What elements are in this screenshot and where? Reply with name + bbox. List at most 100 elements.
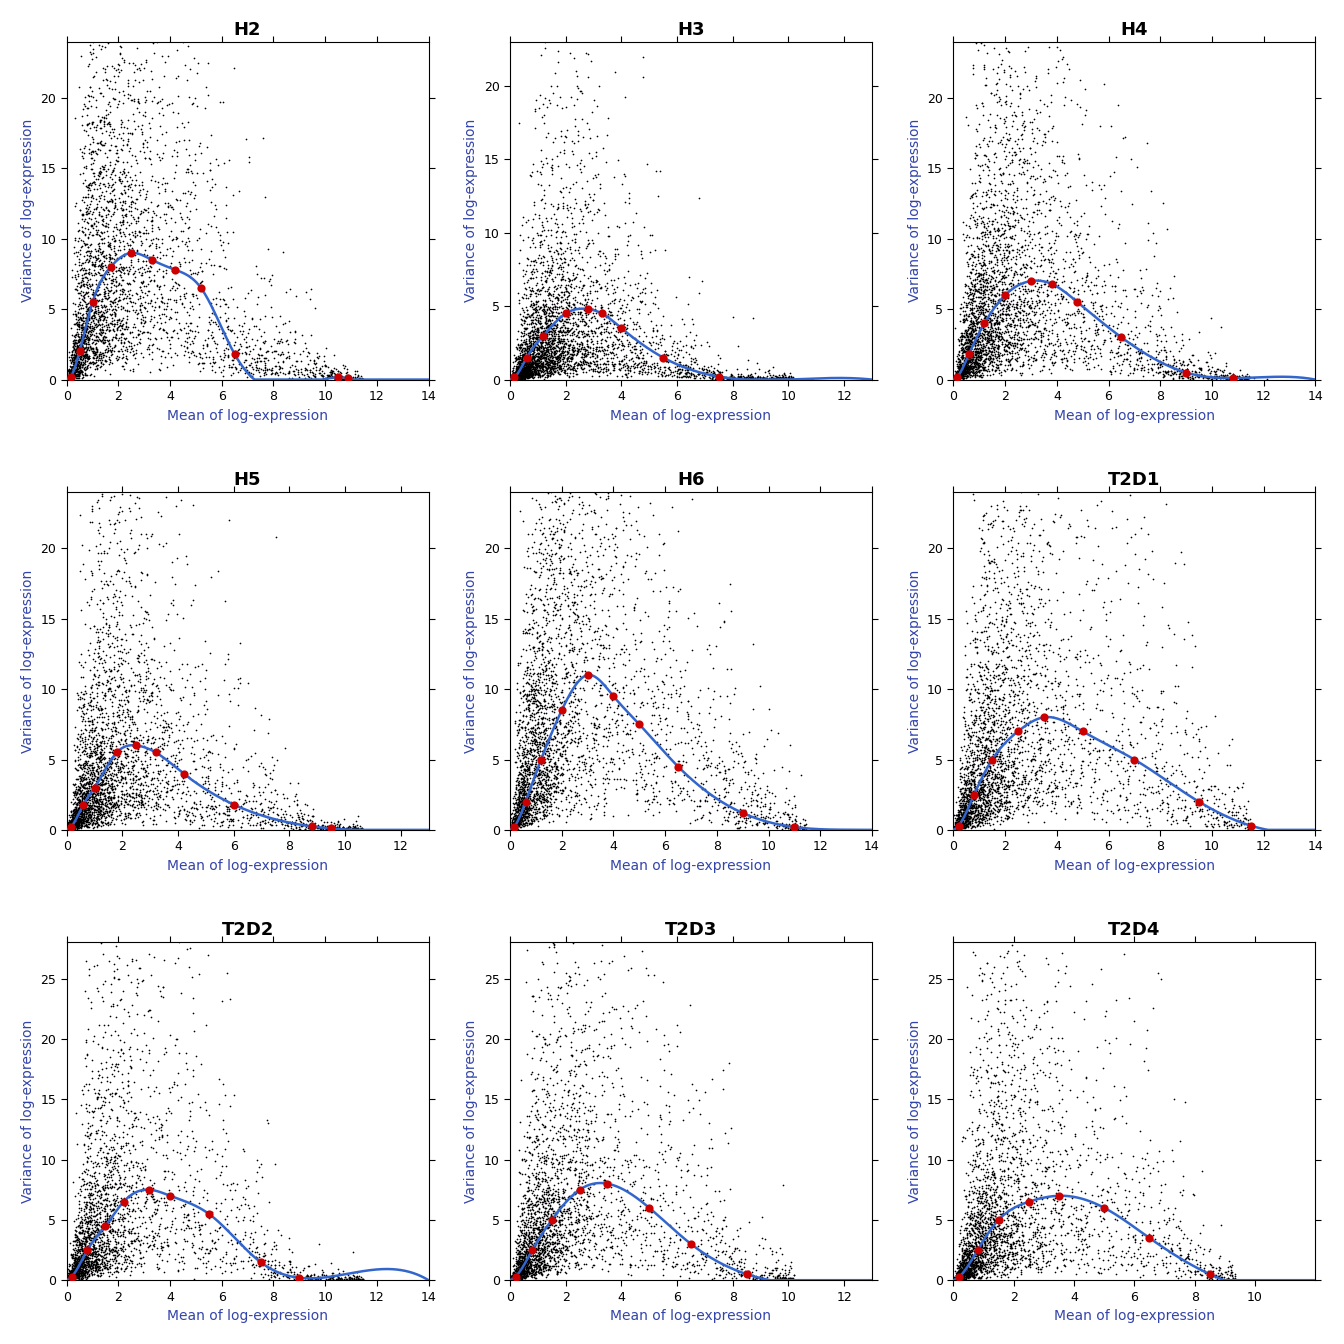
Point (964, 1220, 985, 1242)
Point (185, 798, 207, 820)
Point (86, 179, 108, 200)
Point (539, 669, 560, 691)
Point (628, 1148, 649, 1169)
Point (501, 817, 523, 839)
Point (183, 341, 204, 363)
Point (259, 1254, 281, 1275)
Point (599, 54, 621, 75)
Point (103, 125, 125, 146)
Point (646, 411, 668, 433)
Point (952, 796, 973, 817)
Point (349, 817, 371, 839)
Point (595, 726, 617, 747)
Point (1206, 360, 1227, 382)
Point (1062, 288, 1083, 309)
Point (103, 485, 125, 507)
Point (79, 778, 101, 800)
Point (503, 367, 524, 388)
Point (501, 817, 523, 839)
Point (954, 804, 976, 825)
Point (125, 210, 146, 231)
Point (507, 366, 528, 387)
Point (972, 319, 993, 340)
Point (749, 366, 770, 387)
Point (530, 692, 551, 714)
Point (710, 364, 731, 386)
Point (171, 778, 192, 800)
Point (524, 98, 546, 120)
Point (958, 328, 980, 349)
Point (958, 793, 980, 814)
Point (530, 308, 551, 329)
Point (538, 738, 559, 759)
Point (512, 206, 534, 227)
Point (542, 356, 563, 378)
Point (1012, 0, 1034, 19)
Point (960, 745, 981, 766)
Point (999, 1028, 1020, 1050)
Point (952, 1269, 973, 1290)
Point (569, 790, 590, 812)
Point (579, 276, 601, 297)
Point (82, 771, 103, 793)
Point (202, 302, 223, 324)
Point (504, 800, 526, 821)
Point (531, 332, 552, 353)
Point (986, 728, 1008, 750)
Point (1154, 324, 1176, 345)
Point (130, 794, 152, 816)
Point (1216, 1267, 1238, 1289)
Point (122, 359, 144, 380)
Point (62, 817, 83, 839)
Point (83, 762, 105, 784)
Point (97, 780, 118, 801)
Point (513, 790, 535, 812)
Point (543, 329, 564, 351)
Point (513, 362, 535, 383)
Point (577, 282, 598, 304)
Point (978, 706, 1000, 727)
Point (62, 806, 83, 828)
Point (517, 614, 539, 636)
Point (704, 781, 726, 802)
Point (968, 762, 989, 784)
Point (73, 1243, 94, 1265)
Point (79, 812, 101, 833)
Point (1040, 781, 1062, 802)
Point (320, 1266, 341, 1288)
Point (214, 1261, 235, 1282)
Point (962, 280, 984, 301)
Point (1091, 808, 1113, 829)
Point (517, 360, 539, 382)
Point (1030, 734, 1051, 755)
Point (192, 277, 214, 298)
Point (532, 419, 554, 441)
Point (531, 698, 552, 719)
Point (523, 347, 544, 368)
Point (605, 517, 626, 539)
Point (1161, 1239, 1183, 1261)
Point (538, 263, 559, 285)
Point (962, 1215, 984, 1236)
Point (67, 329, 89, 351)
Point (77, 1152, 98, 1173)
Point (105, 1241, 126, 1262)
Point (972, 1254, 993, 1275)
Point (546, 1242, 567, 1263)
Point (992, 1250, 1013, 1271)
Point (101, 191, 122, 212)
Point (946, 812, 968, 833)
Point (988, 642, 1009, 664)
Point (969, 156, 991, 177)
Point (98, 203, 120, 224)
Point (211, 1224, 233, 1246)
Point (199, 773, 220, 794)
Point (538, 759, 559, 781)
Point (742, 633, 763, 655)
Point (544, 757, 566, 778)
Point (83, 1253, 105, 1274)
Point (118, 223, 140, 245)
Point (1184, 366, 1206, 387)
Point (587, 966, 609, 988)
Point (212, 327, 234, 348)
